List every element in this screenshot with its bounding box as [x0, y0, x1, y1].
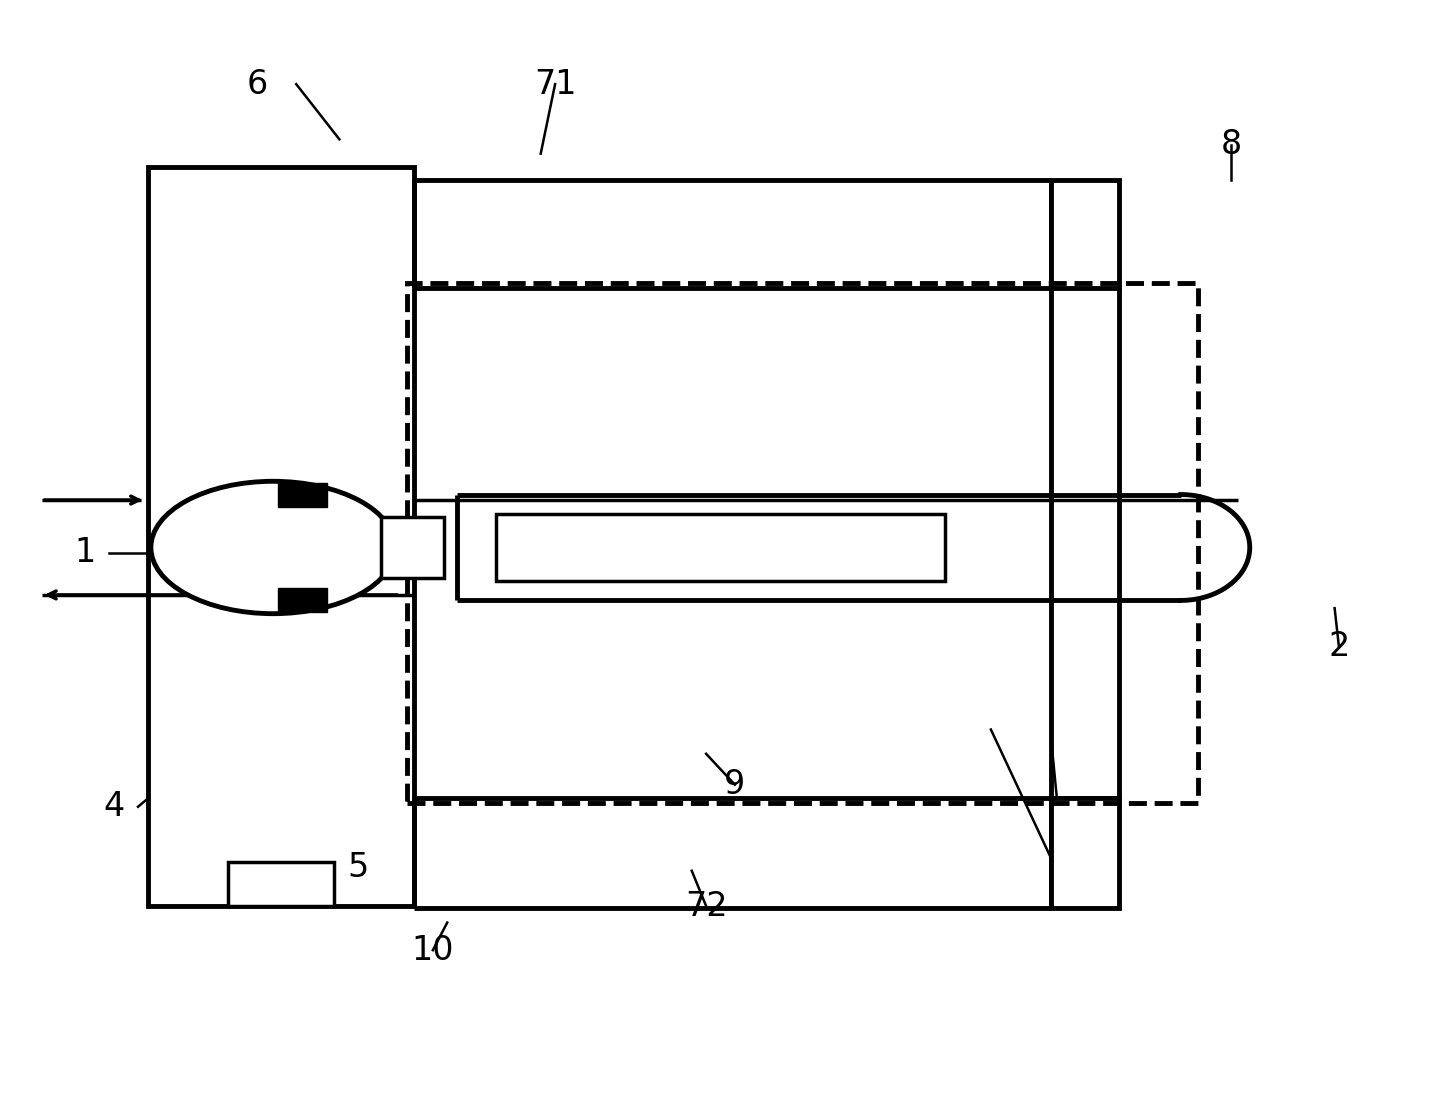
Bar — [406, 283, 1197, 803]
Bar — [1052, 797, 1118, 908]
Text: 71: 71 — [533, 67, 576, 101]
Bar — [1052, 180, 1118, 289]
Text: 2: 2 — [1329, 630, 1350, 664]
Text: 3: 3 — [1055, 878, 1076, 911]
Bar — [278, 587, 327, 612]
Bar — [148, 167, 414, 906]
Text: 10: 10 — [412, 933, 454, 967]
Bar — [278, 483, 327, 508]
Bar — [380, 517, 444, 578]
Text: 5: 5 — [347, 851, 369, 884]
Ellipse shape — [151, 481, 395, 614]
Text: 9: 9 — [725, 769, 745, 801]
Text: 8: 8 — [1221, 128, 1242, 161]
Text: 4: 4 — [102, 791, 124, 823]
Text: 6: 6 — [246, 67, 268, 101]
Text: 72: 72 — [684, 889, 728, 922]
Text: 1: 1 — [73, 536, 95, 570]
Bar — [228, 862, 334, 906]
Bar — [496, 514, 945, 581]
